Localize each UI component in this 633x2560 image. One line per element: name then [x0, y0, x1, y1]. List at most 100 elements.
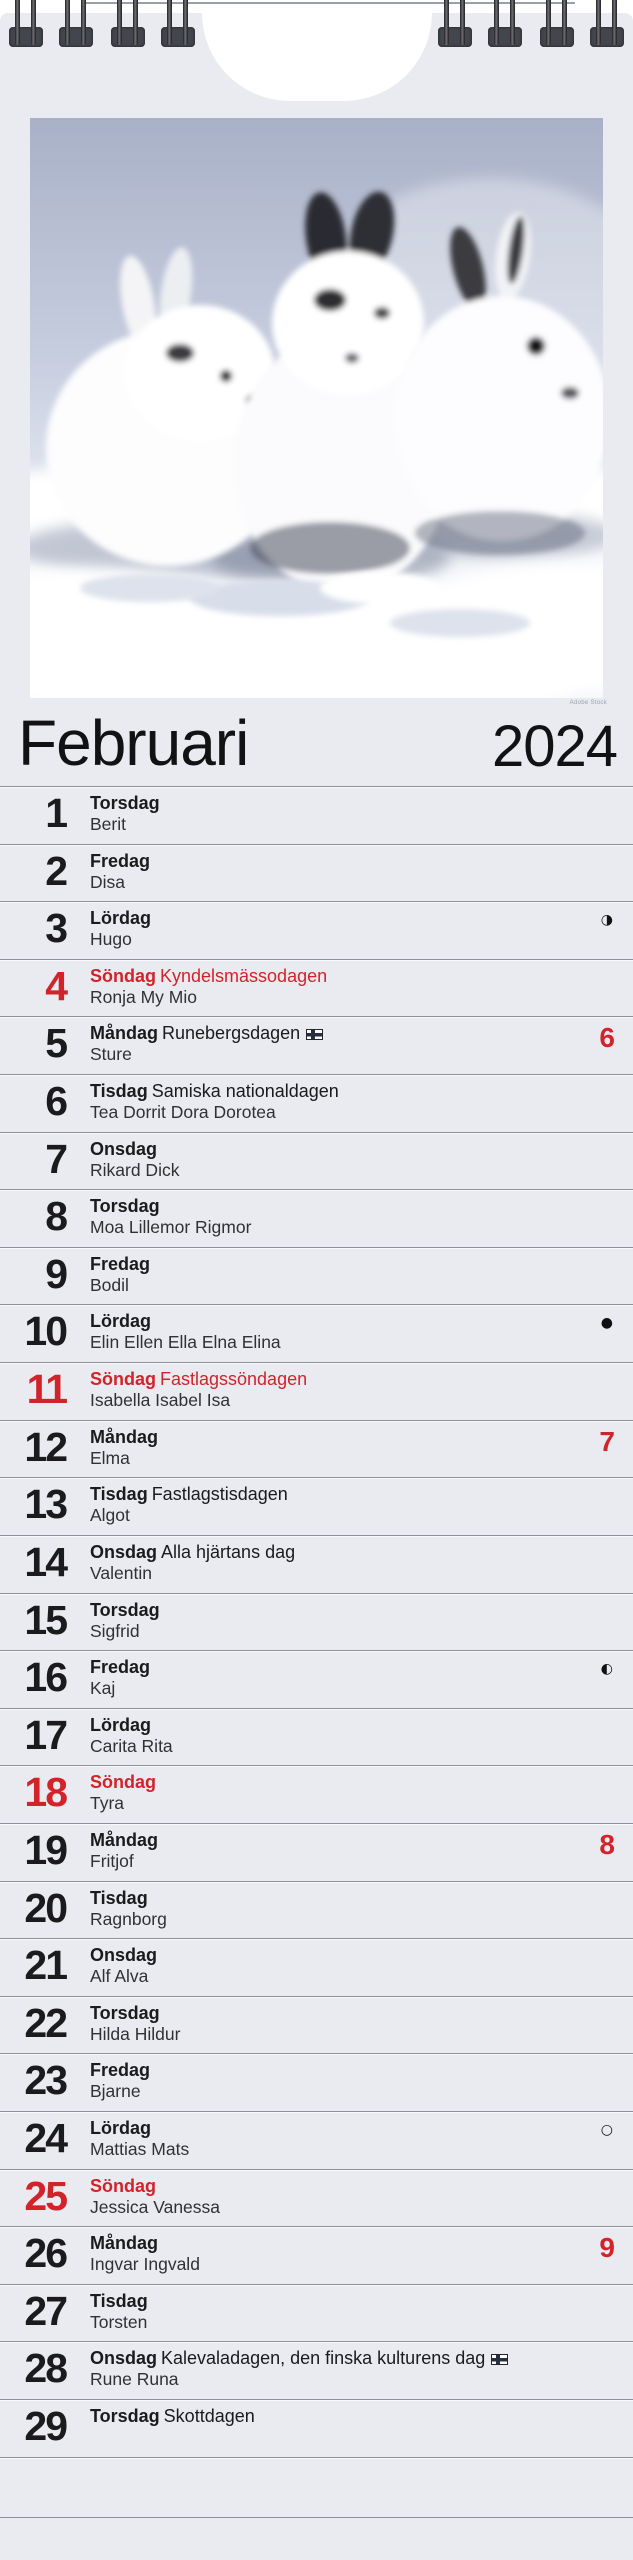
name-day-names: Fritjof — [90, 1850, 134, 1871]
name-day-names: Bjarne — [90, 2081, 141, 2102]
coil-wire — [510, 0, 515, 45]
day-row: 24 Lördag Mattias Mats ○ — [0, 2111, 633, 2169]
day-row: 13 Tisdag Fastlagstisdagen Algot — [0, 1477, 633, 1535]
rabbit-right — [394, 212, 603, 555]
day-heading: Söndag — [90, 1772, 156, 1793]
day-row: 22 Torsdag Hilda Hildur — [0, 1995, 633, 2054]
day-row: 25 Söndag Jessica Vanessa — [0, 2168, 633, 2227]
day-heading: Måndag — [90, 1427, 158, 1448]
day-number: 8 — [45, 1193, 68, 1240]
day-row: 14 Onsdag Alla hjärtans dag Valentin — [0, 1534, 633, 1593]
weekday-label: Torsdag — [90, 1196, 160, 1217]
coil-wire — [31, 0, 36, 45]
name-day-names: Bodil — [90, 1274, 129, 1295]
day-number: 22 — [24, 1999, 68, 2046]
weekday-label: Fredag — [90, 850, 151, 871]
coil-wire — [167, 0, 172, 45]
moon-icon: ○ — [600, 2122, 613, 2139]
weekday-label: Onsdag — [90, 1138, 158, 1159]
weekday-label: Fredag — [90, 1657, 151, 1678]
day-heading: Måndag Runebergsdagen — [90, 1023, 324, 1044]
day-row: 21 Onsdag Alf Alva — [0, 1938, 633, 1996]
holiday-label: Samiska nationaldagen — [151, 1081, 339, 1102]
day-heading: Torsdag — [90, 2002, 160, 2024]
weekday-label: Torsdag — [90, 2406, 160, 2427]
day-heading: Söndag — [90, 2176, 156, 2197]
day-row: 20 Tisdag Ragnborg — [0, 1880, 633, 1939]
weekday-label: Torsdag — [90, 2002, 160, 2023]
day-heading: Torsdag — [90, 1196, 160, 1217]
day-number: 21 — [24, 1942, 68, 1989]
week-number: 8 — [599, 1828, 615, 1860]
day-row: 29 Torsdag Skottdagen — [0, 2399, 633, 2457]
day-row: 2 Fredag Disa — [0, 843, 633, 902]
day-number: 29 — [24, 2403, 68, 2450]
weekday-label: Onsdag — [90, 1945, 158, 1966]
week-number: 6 — [599, 1022, 615, 1054]
weekday-label: Onsdag — [90, 2348, 158, 2369]
binding-coil — [4, 0, 48, 50]
rabbits-photo-illustration — [30, 118, 603, 698]
day-heading: Tisdag Samiska nationaldagen — [90, 1081, 339, 1102]
coil-wire — [444, 0, 449, 45]
binding-coil — [156, 0, 200, 50]
day-number: 15 — [24, 1596, 68, 1643]
coil-wire — [15, 0, 20, 45]
name-day-names: Elma — [90, 1447, 130, 1468]
weekday-label: Onsdag — [90, 1541, 158, 1562]
holiday-label: Alla hjärtans dag — [161, 1541, 296, 1562]
finland-flag-icon — [491, 2354, 509, 2366]
day-heading: Söndag Kyndelsmässodagen — [90, 966, 327, 987]
day-number: 20 — [24, 1884, 68, 1931]
name-day-names: Sigfrid — [90, 1620, 140, 1641]
moon-icon: ◑ — [600, 912, 613, 929]
day-number: 11 — [26, 1366, 68, 1413]
day-number: 7 — [45, 1135, 68, 1182]
day-number: 3 — [45, 905, 68, 952]
day-row: 26 Måndag Ingvar Ingvald 9 — [0, 2226, 633, 2284]
day-number: 25 — [24, 2172, 68, 2219]
holiday-label: Runebergsdagen — [162, 1023, 301, 1044]
day-row: 11 Söndag Fastlagssöndagen Isabella Isabe… — [0, 1362, 633, 1420]
day-heading: Torsdag — [90, 793, 160, 814]
holiday-label: Skottdagen — [163, 2406, 255, 2427]
day-heading: Onsdag Kalevaladagen, den finska kulturen… — [90, 2348, 509, 2369]
day-heading: Måndag — [90, 2233, 158, 2254]
spiral-binding — [0, 0, 633, 60]
name-day-names: Kaj — [90, 1678, 116, 1699]
weekday-label: Fredag — [90, 1253, 151, 1274]
day-row: 12 Måndag Elma 7 — [0, 1419, 633, 1478]
day-number: 23 — [24, 2057, 68, 2104]
day-number: 4 — [45, 962, 68, 1009]
year-title: 2024 — [491, 714, 618, 779]
day-number: 18 — [24, 1769, 68, 1816]
day-heading: Lördag — [90, 908, 151, 929]
holiday-label: Fastlagssöndagen — [160, 1369, 308, 1390]
day-row: 4 Söndag Kyndelsmässodagen Ronja My Mio — [0, 958, 633, 1017]
photo-credit: Adobe Stock — [569, 700, 607, 706]
name-day-names: Ragnborg — [90, 1908, 167, 1929]
weekday-label: Måndag — [90, 1023, 159, 1044]
month-title: Februari — [18, 707, 249, 779]
name-day-names: Tyra — [90, 1793, 125, 1814]
day-number: 27 — [24, 2287, 68, 2334]
day-heading: Lördag — [90, 1715, 151, 1736]
day-row: 16 Fredag Kaj ◐ — [0, 1650, 633, 1708]
name-day-names: Tea Dorrit Dora Dorotea — [90, 1102, 276, 1123]
day-row: 15 Torsdag Sigfrid — [0, 1592, 633, 1651]
day-heading: Onsdag Alla hjärtans dag — [90, 1541, 296, 1563]
weekday-label: Torsdag — [90, 1599, 160, 1620]
day-row: 28 Onsdag Kalevaladagen, den finska kultu… — [0, 2341, 633, 2399]
name-day-names: Hilda Hildur — [90, 2023, 181, 2044]
week-number: 9 — [599, 2232, 615, 2264]
binding-coil — [433, 0, 477, 50]
coil-wire — [81, 0, 86, 45]
binding-coil — [483, 0, 527, 50]
weekday-label: Tisdag — [90, 1887, 148, 1908]
holiday-label: Kalevaladagen, den finska kulturens dag — [161, 2348, 486, 2369]
name-day-names: Isabella Isabel Isa — [90, 1390, 231, 1411]
day-row: 10 Lördag Elin Ellen Ella Elna Elina ● — [0, 1304, 633, 1362]
moon-icon: ● — [600, 1315, 613, 1332]
name-day-names: Algot — [90, 1505, 130, 1526]
